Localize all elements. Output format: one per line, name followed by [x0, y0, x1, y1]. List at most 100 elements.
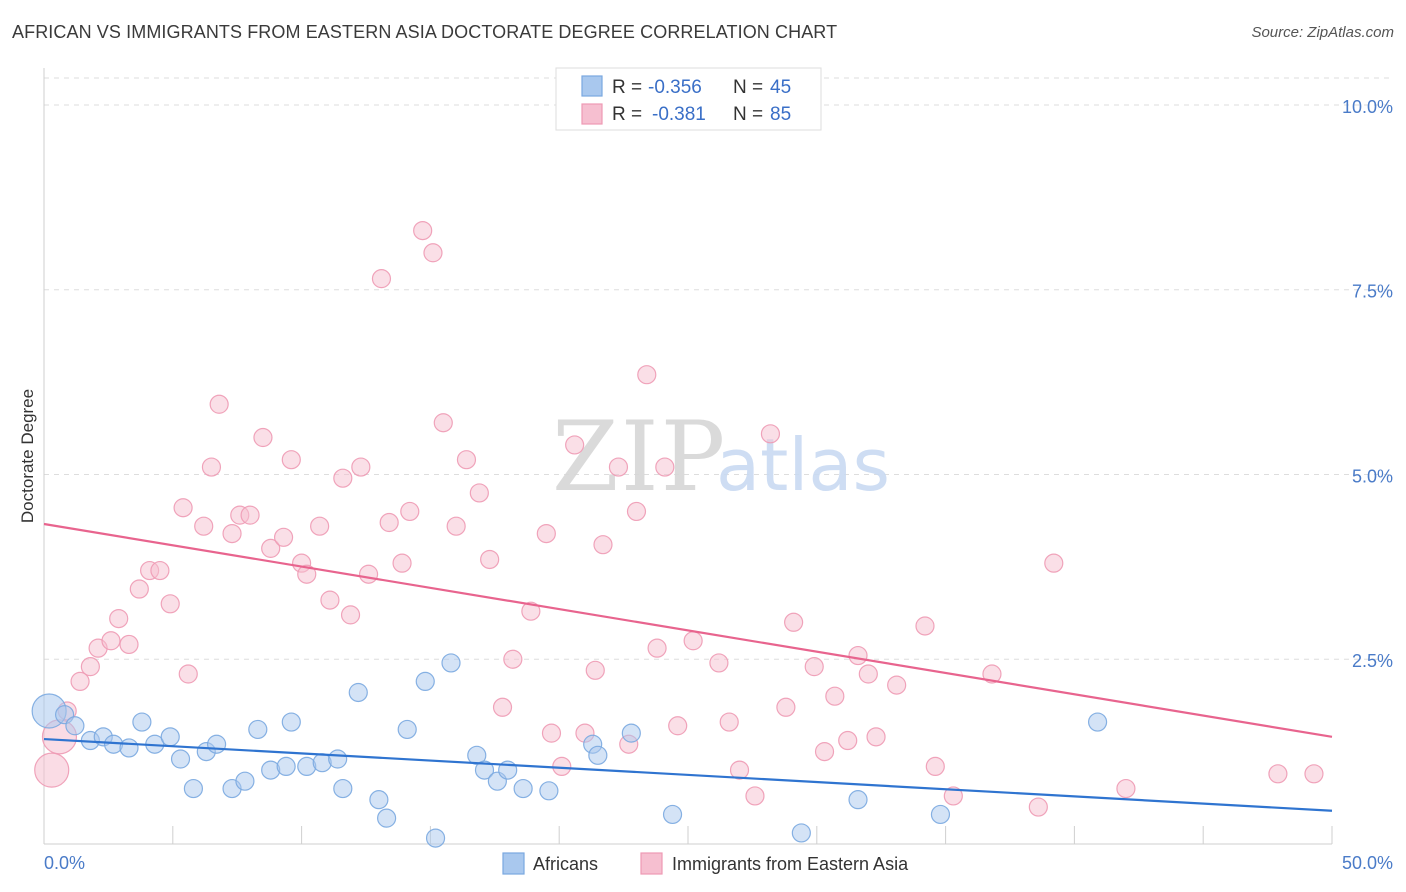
immigrants-point-82[interactable]: [1044, 553, 1064, 573]
africans-point-10[interactable]: [170, 749, 191, 769]
immigrants-point-56[interactable]: [626, 501, 647, 522]
immigrants-point-81[interactable]: [1028, 797, 1048, 817]
africans-point-7[interactable]: [132, 712, 152, 732]
immigrants-point-46[interactable]: [521, 601, 541, 621]
africans-point-28[interactable]: [415, 671, 435, 692]
africans-point-23[interactable]: [333, 778, 353, 799]
immigrants-point-9[interactable]: [129, 579, 149, 599]
africans-point-18[interactable]: [276, 756, 296, 777]
immigrants-point-31[interactable]: [351, 457, 371, 477]
immigrants-point-70[interactable]: [814, 742, 835, 762]
immigrants-point-33[interactable]: [371, 269, 392, 289]
immigrants-point-30[interactable]: [340, 605, 361, 625]
immigrants-point-0[interactable]: [34, 752, 70, 788]
immigrants-point-28[interactable]: [320, 590, 340, 610]
immigrants-point-16[interactable]: [201, 457, 222, 477]
immigrants-point-66[interactable]: [760, 424, 781, 444]
africans-point-32[interactable]: [474, 760, 495, 780]
immigrants-point-20[interactable]: [240, 505, 260, 525]
immigrants-point-64[interactable]: [729, 760, 750, 780]
immigrants-point-17[interactable]: [209, 394, 229, 414]
immigrants-point-47[interactable]: [536, 523, 556, 544]
immigrants-point-39[interactable]: [433, 413, 453, 433]
immigrants-point-61[interactable]: [683, 631, 703, 651]
immigrants-point-27[interactable]: [310, 516, 330, 536]
africans-point-41[interactable]: [791, 823, 811, 843]
legend-label-immigrants[interactable]: Immigrants from Eastern Asia: [672, 854, 909, 874]
africans-point-2[interactable]: [65, 716, 85, 736]
africans-point-35[interactable]: [513, 778, 533, 799]
immigrants-point-53[interactable]: [593, 535, 613, 555]
immigrants-point-23[interactable]: [273, 527, 294, 547]
legend-swatch-africans[interactable]: [502, 852, 525, 875]
immigrants-point-54[interactable]: [608, 457, 629, 477]
immigrants-point-60[interactable]: [668, 716, 688, 736]
africans-point-31[interactable]: [467, 745, 487, 765]
africans-point-16[interactable]: [248, 719, 268, 740]
africans-point-36[interactable]: [539, 781, 559, 801]
africans-point-43[interactable]: [930, 804, 951, 825]
immigrants-point-68[interactable]: [784, 612, 804, 632]
immigrants-point-52[interactable]: [585, 660, 605, 680]
africans-point-11[interactable]: [183, 778, 204, 799]
immigrants-point-11[interactable]: [150, 560, 170, 581]
legend-swatch-immigrants[interactable]: [640, 852, 663, 875]
immigrants-point-65[interactable]: [745, 786, 765, 806]
immigrants-point-57[interactable]: [637, 365, 657, 385]
immigrants-point-67[interactable]: [776, 697, 796, 717]
immigrants-point-63[interactable]: [719, 712, 739, 732]
africans-point-44[interactable]: [1087, 712, 1108, 732]
immigrants-point-75[interactable]: [866, 727, 886, 747]
immigrants-point-7[interactable]: [109, 608, 129, 629]
immigrants-point-22[interactable]: [261, 538, 281, 558]
immigrants-point-45[interactable]: [503, 649, 523, 669]
immigrants-point-13[interactable]: [173, 498, 193, 518]
immigrants-point-80[interactable]: [982, 664, 1002, 684]
africans-point-29[interactable]: [425, 828, 446, 848]
immigrants-point-4[interactable]: [80, 657, 100, 677]
immigrants-point-35[interactable]: [392, 553, 412, 573]
immigrants-point-85[interactable]: [1304, 764, 1324, 784]
africans-point-9[interactable]: [160, 727, 180, 747]
immigrants-point-84[interactable]: [1268, 764, 1288, 784]
immigrants-point-76[interactable]: [887, 675, 907, 695]
immigrants-point-29[interactable]: [333, 468, 353, 488]
africans-point-24[interactable]: [348, 682, 368, 703]
immigrants-point-78[interactable]: [925, 756, 945, 777]
africans-point-19[interactable]: [281, 712, 301, 732]
immigrants-point-69[interactable]: [804, 657, 824, 677]
immigrants-point-34[interactable]: [379, 512, 399, 533]
immigrants-point-58[interactable]: [647, 638, 667, 658]
immigrants-point-48[interactable]: [541, 723, 562, 743]
immigrants-point-72[interactable]: [838, 730, 858, 751]
immigrants-point-71[interactable]: [825, 686, 845, 706]
immigrants-point-37[interactable]: [413, 220, 433, 241]
immigrants-point-38[interactable]: [423, 243, 443, 263]
immigrants-point-15[interactable]: [194, 516, 214, 536]
africans-point-42[interactable]: [848, 790, 868, 810]
immigrants-point-73[interactable]: [848, 645, 868, 666]
africans-point-22[interactable]: [328, 749, 348, 769]
africans-point-40[interactable]: [662, 804, 683, 825]
africans-point-13[interactable]: [206, 734, 227, 754]
immigrants-point-42[interactable]: [469, 483, 489, 503]
immigrants-point-74[interactable]: [858, 664, 878, 684]
africans-point-38[interactable]: [588, 745, 608, 765]
immigrants-point-50[interactable]: [565, 435, 585, 455]
immigrants-point-3[interactable]: [70, 671, 90, 692]
immigrants-point-26[interactable]: [297, 564, 317, 584]
africans-point-26[interactable]: [377, 808, 397, 828]
immigrants-point-83[interactable]: [1116, 778, 1136, 799]
immigrants-point-77[interactable]: [915, 616, 935, 636]
immigrants-point-12[interactable]: [160, 594, 180, 614]
immigrants-point-8[interactable]: [119, 634, 139, 655]
immigrants-point-24[interactable]: [281, 450, 301, 470]
immigrants-point-6[interactable]: [101, 631, 121, 651]
africans-point-27[interactable]: [397, 719, 417, 740]
immigrants-point-43[interactable]: [480, 549, 500, 570]
immigrants-point-62[interactable]: [709, 653, 729, 673]
africans-point-39[interactable]: [621, 723, 641, 743]
africans-point-15[interactable]: [235, 771, 255, 791]
legend-label-africans[interactable]: Africans: [533, 854, 598, 874]
immigrants-point-59[interactable]: [655, 457, 675, 477]
